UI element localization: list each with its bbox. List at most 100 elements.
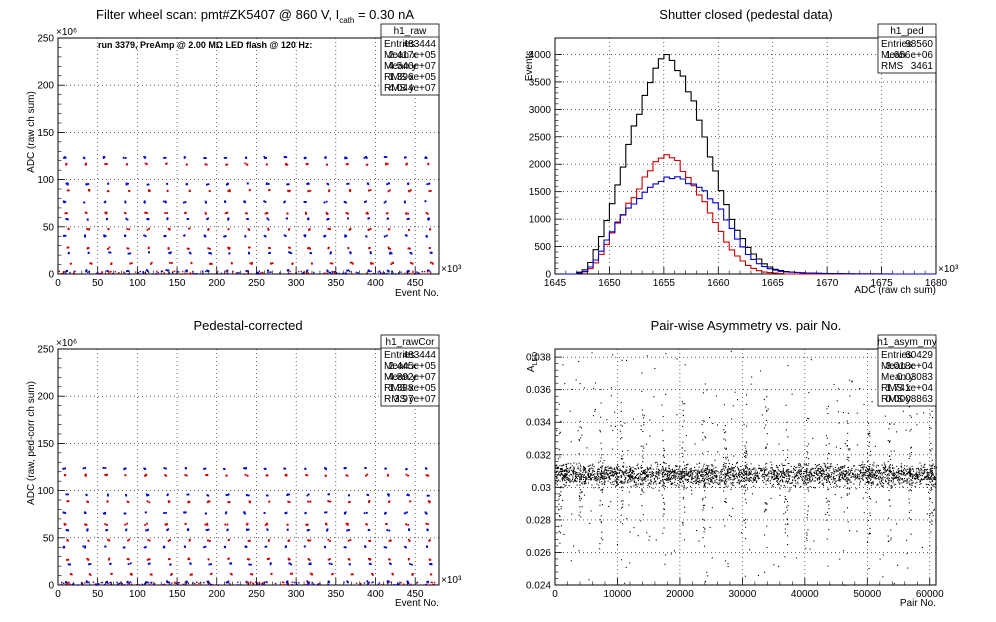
data-point xyxy=(678,484,680,486)
data-point xyxy=(722,519,724,521)
data-point xyxy=(845,479,847,481)
data-point xyxy=(698,484,700,486)
data-point xyxy=(640,483,642,485)
data-point xyxy=(788,475,790,477)
data-point xyxy=(921,479,923,481)
data-point xyxy=(754,479,756,481)
data-point xyxy=(643,424,645,426)
data-point xyxy=(171,582,173,584)
data-point xyxy=(697,474,699,476)
data-point xyxy=(920,467,922,469)
data-point xyxy=(655,476,657,478)
data-point xyxy=(408,270,410,273)
data-point xyxy=(345,157,348,160)
data-point xyxy=(163,467,166,469)
data-point xyxy=(308,559,311,561)
data-point xyxy=(629,469,631,471)
data-point xyxy=(710,472,712,474)
data-point xyxy=(763,481,765,483)
data-point xyxy=(627,479,629,481)
data-point xyxy=(782,471,784,473)
data-point xyxy=(647,474,649,476)
data-point xyxy=(830,476,832,478)
data-point xyxy=(687,479,689,481)
data-point xyxy=(573,472,575,474)
data-point xyxy=(868,468,870,470)
data-point xyxy=(767,478,769,480)
data-point xyxy=(385,523,387,526)
data-point xyxy=(387,228,390,231)
data-point xyxy=(670,478,672,480)
data-point xyxy=(911,474,913,476)
data-point xyxy=(217,271,219,273)
data-point xyxy=(673,476,675,478)
data-point xyxy=(933,478,935,480)
data-point xyxy=(833,480,835,482)
data-point xyxy=(708,475,710,477)
data-point xyxy=(711,479,713,481)
data-point xyxy=(311,582,314,584)
data-point xyxy=(600,474,602,476)
data-point xyxy=(269,271,271,273)
data-point xyxy=(793,467,795,469)
data-point xyxy=(875,472,877,474)
data-point xyxy=(660,480,662,482)
data-point xyxy=(594,476,596,478)
data-point xyxy=(872,481,874,483)
data-point xyxy=(847,474,849,476)
data-point xyxy=(570,463,572,465)
data-point xyxy=(650,467,652,469)
data-point xyxy=(246,474,249,477)
data-point xyxy=(911,480,913,482)
data-point xyxy=(865,466,867,468)
data-point xyxy=(788,490,790,492)
data-point xyxy=(85,493,88,496)
data-point xyxy=(372,574,374,576)
data-point xyxy=(626,481,628,483)
data-point xyxy=(759,467,761,469)
data-point xyxy=(313,583,315,585)
data-point xyxy=(874,474,876,476)
data-point xyxy=(612,472,614,474)
data-point xyxy=(99,272,102,275)
data-point xyxy=(616,483,618,485)
data-point xyxy=(681,471,683,473)
data-point xyxy=(802,475,804,477)
data-point xyxy=(306,474,309,477)
data-point xyxy=(246,558,249,560)
data-point xyxy=(763,467,765,469)
data-point xyxy=(171,573,173,575)
data-point xyxy=(800,464,802,466)
data-point xyxy=(572,469,574,471)
data-point xyxy=(927,476,929,478)
data-point xyxy=(599,431,601,433)
data-point xyxy=(856,475,858,477)
data-point xyxy=(558,530,560,532)
data-point xyxy=(745,470,747,472)
data-point xyxy=(897,477,899,479)
data-point xyxy=(930,468,932,470)
data-point xyxy=(579,511,581,513)
data-point xyxy=(146,183,149,186)
data-point xyxy=(881,478,883,480)
stats-label: Mean xyxy=(881,50,906,61)
data-point xyxy=(270,271,272,273)
data-point xyxy=(863,466,865,468)
data-point xyxy=(556,475,558,477)
data-point xyxy=(187,218,190,220)
data-point xyxy=(879,475,881,477)
data-point xyxy=(185,269,188,272)
data-point xyxy=(104,474,107,476)
data-point xyxy=(284,512,287,515)
data-point xyxy=(736,476,738,478)
data-point xyxy=(762,480,764,482)
data-point xyxy=(559,480,561,482)
data-point xyxy=(844,464,846,466)
data-point xyxy=(645,480,647,482)
data-point xyxy=(788,471,790,473)
data-point xyxy=(603,475,605,477)
data-point xyxy=(771,478,773,480)
data-point xyxy=(226,528,229,531)
data-point xyxy=(564,475,566,477)
data-point xyxy=(150,261,153,264)
